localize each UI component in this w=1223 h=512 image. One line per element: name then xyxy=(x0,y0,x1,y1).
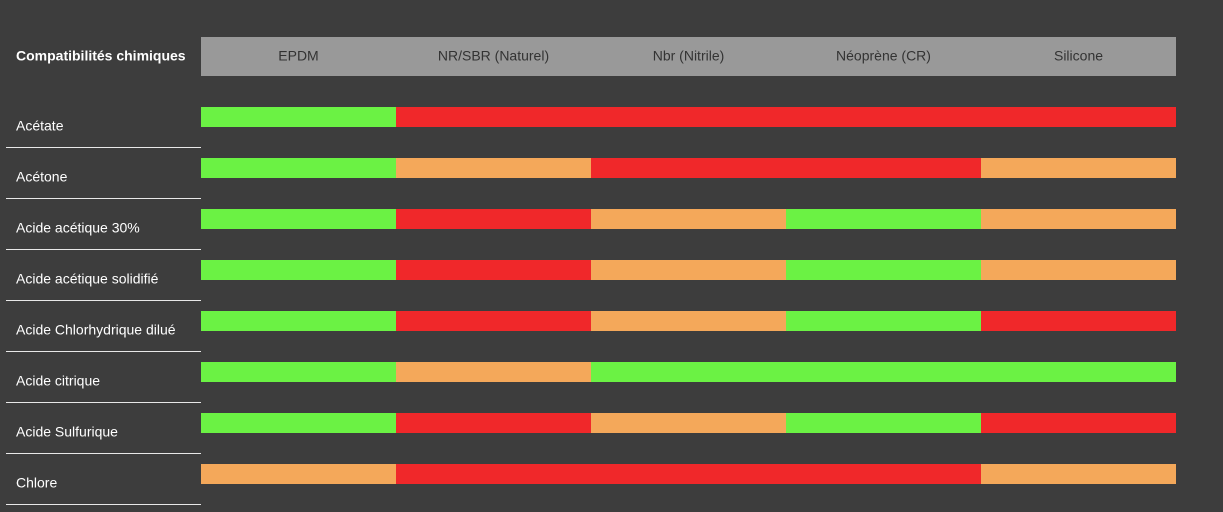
compatibility-cell xyxy=(591,158,786,178)
compatibility-cell xyxy=(786,464,981,484)
compatibility-cell xyxy=(981,107,1176,127)
compatibility-cell xyxy=(786,311,981,331)
row-label: Chlore xyxy=(16,475,57,491)
compatibility-cell xyxy=(786,107,981,127)
compatibility-cell xyxy=(591,413,786,433)
compatibility-cell xyxy=(591,107,786,127)
compatibility-cell xyxy=(981,464,1176,484)
row-label: Acide Sulfurique xyxy=(16,424,118,440)
compatibility-cell xyxy=(201,107,396,127)
column-header: Nbr (Nitrile) xyxy=(653,48,725,64)
compatibility-cell xyxy=(396,209,591,229)
compatibility-cell xyxy=(201,158,396,178)
compatibility-cell xyxy=(396,107,591,127)
row-label: Acide acétique solidifié xyxy=(16,271,159,287)
compatibility-cell xyxy=(786,362,981,382)
compatibility-cell xyxy=(201,413,396,433)
compatibility-cell xyxy=(591,260,786,280)
compatibility-cell xyxy=(201,260,396,280)
row-label: Acide acétique 30% xyxy=(16,220,140,236)
column-header: Silicone xyxy=(1054,48,1103,64)
compatibility-cell xyxy=(786,209,981,229)
header-bar xyxy=(201,37,1176,76)
row-label: Acétate xyxy=(16,118,64,134)
compatibility-cell xyxy=(786,158,981,178)
compatibility-cell xyxy=(396,260,591,280)
table-title: Compatibilités chimiques xyxy=(16,48,186,64)
compatibility-cell xyxy=(981,362,1176,382)
compatibility-cell xyxy=(981,209,1176,229)
compatibility-cell xyxy=(201,362,396,382)
compatibility-cell xyxy=(591,209,786,229)
compatibility-cell xyxy=(396,464,591,484)
compatibility-cell xyxy=(396,311,591,331)
compatibility-cell xyxy=(786,260,981,280)
compatibility-cell xyxy=(981,260,1176,280)
compatibility-cell xyxy=(981,158,1176,178)
compatibility-cell xyxy=(591,362,786,382)
compatibility-cell xyxy=(396,158,591,178)
row-label: Acétone xyxy=(16,169,68,185)
column-header: EPDM xyxy=(278,48,318,64)
compatibility-cell xyxy=(981,311,1176,331)
compatibility-cell xyxy=(981,413,1176,433)
row-label: Acide citrique xyxy=(16,373,100,389)
column-header: NR/SBR (Naturel) xyxy=(438,48,549,64)
compatibility-cell xyxy=(396,413,591,433)
compatibility-cell xyxy=(201,209,396,229)
row-label: Acide Chlorhydrique dilué xyxy=(16,322,176,338)
compatibility-cell xyxy=(201,311,396,331)
compatibility-cell xyxy=(396,362,591,382)
compatibility-cell xyxy=(201,464,396,484)
compatibility-cell xyxy=(786,413,981,433)
compatibility-cell xyxy=(591,464,786,484)
column-header: Néoprène (CR) xyxy=(836,48,931,64)
compatibility-cell xyxy=(591,311,786,331)
